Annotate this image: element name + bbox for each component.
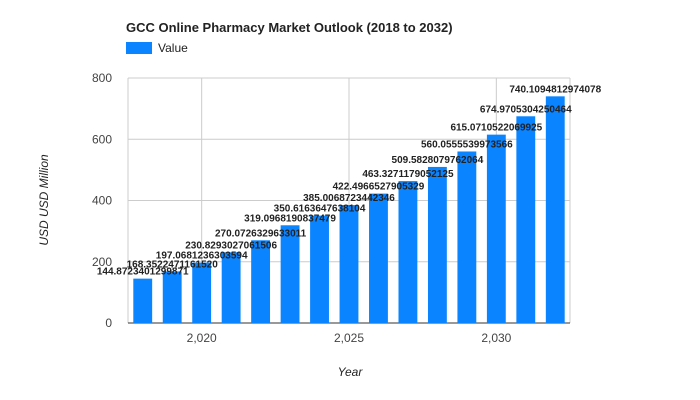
bar-data-label: 144.8723401299871: [97, 267, 189, 278]
y-tick-label: 200: [92, 255, 112, 269]
y-tick-label: 0: [105, 316, 112, 330]
bar: [221, 252, 241, 323]
y-tick-label: 400: [92, 194, 112, 208]
bar: [486, 134, 506, 323]
bar-data-label: 197.0681236303594: [156, 251, 248, 262]
x-axis-title: Year: [338, 365, 364, 379]
bar: [162, 271, 182, 323]
bar-data-label: 230.8293027061506: [185, 240, 277, 251]
x-tick-label: 2,020: [187, 331, 217, 345]
x-tick-label: 2,025: [334, 331, 364, 345]
bar: [133, 278, 153, 323]
bar-data-label: 509.5828079762064: [392, 155, 484, 166]
data-labels: 144.8723401299871168.3522471161520197.06…: [97, 84, 602, 277]
bar-data-label: 270.0726329633011: [215, 228, 307, 239]
legend-label: Value: [158, 41, 188, 55]
bar: [339, 205, 359, 323]
x-axis-ticks: 2,020 2,025 2,030: [187, 331, 512, 345]
bar-data-label: 319.0968190837479: [244, 213, 336, 224]
bar: [192, 262, 212, 323]
bar: [398, 181, 418, 323]
bar-data-label: 422.4966527905329: [333, 182, 425, 193]
bar-data-label: 674.9705304250464: [480, 104, 572, 115]
bar-data-label: 463.3271179052125: [362, 169, 454, 180]
x-tick-label: 2,030: [481, 331, 511, 345]
bar-data-label: 560.0555539973566: [421, 139, 513, 150]
bars: [133, 96, 565, 323]
bar: [251, 240, 271, 323]
bar-data-label: 168.3522471161520: [127, 259, 219, 270]
bar: [545, 96, 565, 323]
bar: [310, 215, 329, 323]
y-tick-label: 800: [92, 71, 112, 85]
bar-data-label: 385.0068723442346: [303, 193, 395, 204]
bar: [369, 193, 388, 323]
bar: [457, 151, 477, 323]
bar-data-label: 740.1094812974078: [509, 84, 601, 95]
bar: [280, 225, 300, 323]
bar-data-label: 615.0710522069925: [450, 123, 542, 134]
legend-swatch: [126, 42, 152, 54]
y-tick-label: 600: [92, 132, 112, 146]
y-axis-ticks: 0 200 400 600 800: [92, 71, 112, 330]
chart-title: GCC Online Pharmacy Market Outlook (2018…: [126, 20, 453, 35]
y-axis-title: USD USD Million: [37, 154, 51, 246]
bar-data-label: 350.6163647638104: [274, 204, 366, 215]
bar: [427, 166, 447, 323]
bar: [516, 116, 536, 323]
